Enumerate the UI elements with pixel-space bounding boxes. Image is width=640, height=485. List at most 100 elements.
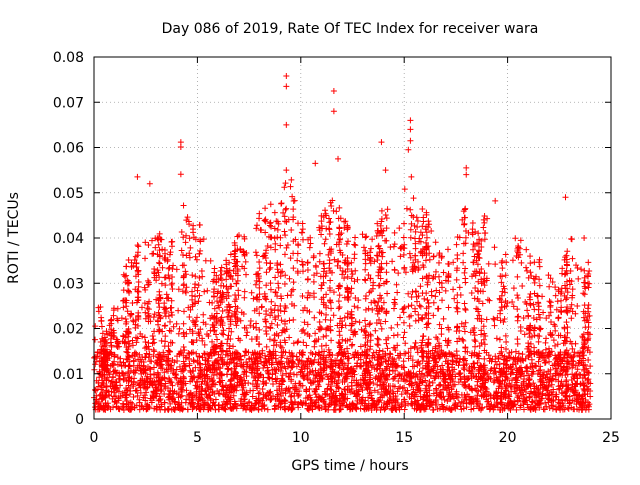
data-point — [502, 316, 508, 322]
data-point — [525, 340, 531, 346]
data-point — [563, 296, 569, 302]
data-point — [462, 265, 468, 271]
data-point — [253, 282, 259, 288]
data-point — [443, 288, 449, 294]
data-point — [512, 235, 518, 241]
data-point — [290, 287, 296, 293]
data-point — [159, 281, 165, 287]
data-point — [503, 339, 509, 345]
data-point — [312, 330, 318, 336]
data-point — [536, 307, 542, 313]
data-point — [400, 334, 406, 340]
data-point — [145, 282, 151, 288]
data-point — [104, 383, 110, 389]
data-point — [168, 239, 174, 245]
data-point — [433, 239, 439, 245]
data-point — [536, 339, 542, 345]
data-point — [515, 313, 521, 319]
data-point — [394, 322, 400, 328]
data-point — [181, 203, 187, 209]
data-point — [423, 257, 429, 263]
data-point — [130, 342, 136, 348]
data-point — [362, 317, 368, 323]
data-point — [401, 309, 407, 315]
data-point — [96, 308, 102, 314]
data-point — [563, 319, 569, 325]
data-point — [426, 379, 432, 385]
data-point — [378, 295, 384, 301]
data-point — [401, 265, 407, 271]
data-point — [388, 325, 394, 331]
data-point — [586, 285, 592, 291]
data-point — [186, 221, 192, 227]
data-point — [417, 283, 423, 289]
data-point — [169, 243, 175, 249]
data-point — [372, 328, 378, 334]
data-point — [392, 230, 398, 236]
data-point — [402, 329, 408, 335]
data-point — [326, 215, 332, 221]
data-point — [248, 318, 254, 324]
data-point — [347, 336, 353, 342]
data-point — [254, 222, 260, 228]
data-point — [543, 335, 549, 341]
data-point — [518, 328, 524, 334]
data-point — [272, 337, 278, 343]
data-point — [419, 316, 425, 322]
data-point — [384, 290, 390, 296]
data-point — [492, 323, 498, 329]
data-point — [157, 261, 163, 267]
data-point — [395, 332, 401, 338]
data-point — [462, 306, 468, 312]
data-point — [542, 340, 548, 346]
data-point — [555, 341, 561, 347]
data-point — [385, 206, 391, 212]
data-point — [317, 251, 323, 257]
data-point — [384, 215, 390, 221]
data-point — [166, 406, 172, 412]
data-point — [482, 236, 488, 242]
data-point — [282, 232, 288, 238]
data-point — [575, 276, 581, 282]
data-point — [472, 344, 478, 350]
data-point — [135, 294, 141, 300]
data-point — [481, 220, 487, 226]
data-point — [497, 337, 503, 343]
data-point — [362, 332, 368, 338]
data-point — [151, 340, 157, 346]
data-point — [514, 292, 520, 298]
data-point — [377, 292, 383, 298]
data-point — [409, 294, 415, 300]
data-point — [283, 180, 289, 186]
data-point — [264, 260, 270, 266]
data-point — [585, 309, 591, 315]
data-point — [450, 286, 456, 292]
data-point — [425, 320, 431, 326]
data-point — [311, 315, 317, 321]
data-point — [362, 277, 368, 283]
data-point — [411, 195, 417, 201]
data-point — [272, 210, 278, 216]
data-point — [432, 293, 438, 299]
data-point — [524, 307, 530, 313]
data-point — [266, 371, 272, 377]
data-point — [289, 288, 295, 294]
data-point — [238, 318, 244, 324]
data-point — [363, 323, 369, 329]
data-point — [368, 246, 374, 252]
data-point — [168, 249, 174, 255]
data-point — [233, 322, 239, 328]
data-point — [351, 242, 357, 248]
data-point — [515, 295, 521, 301]
data-point — [166, 266, 172, 272]
data-point — [351, 303, 357, 309]
data-point — [375, 336, 381, 342]
data-point — [555, 298, 561, 304]
data-point — [258, 227, 264, 233]
data-point — [463, 235, 469, 241]
data-point — [253, 249, 259, 255]
data-point — [537, 264, 543, 270]
data-points-layer — [91, 73, 593, 413]
data-point — [181, 308, 187, 314]
data-point — [486, 261, 492, 267]
